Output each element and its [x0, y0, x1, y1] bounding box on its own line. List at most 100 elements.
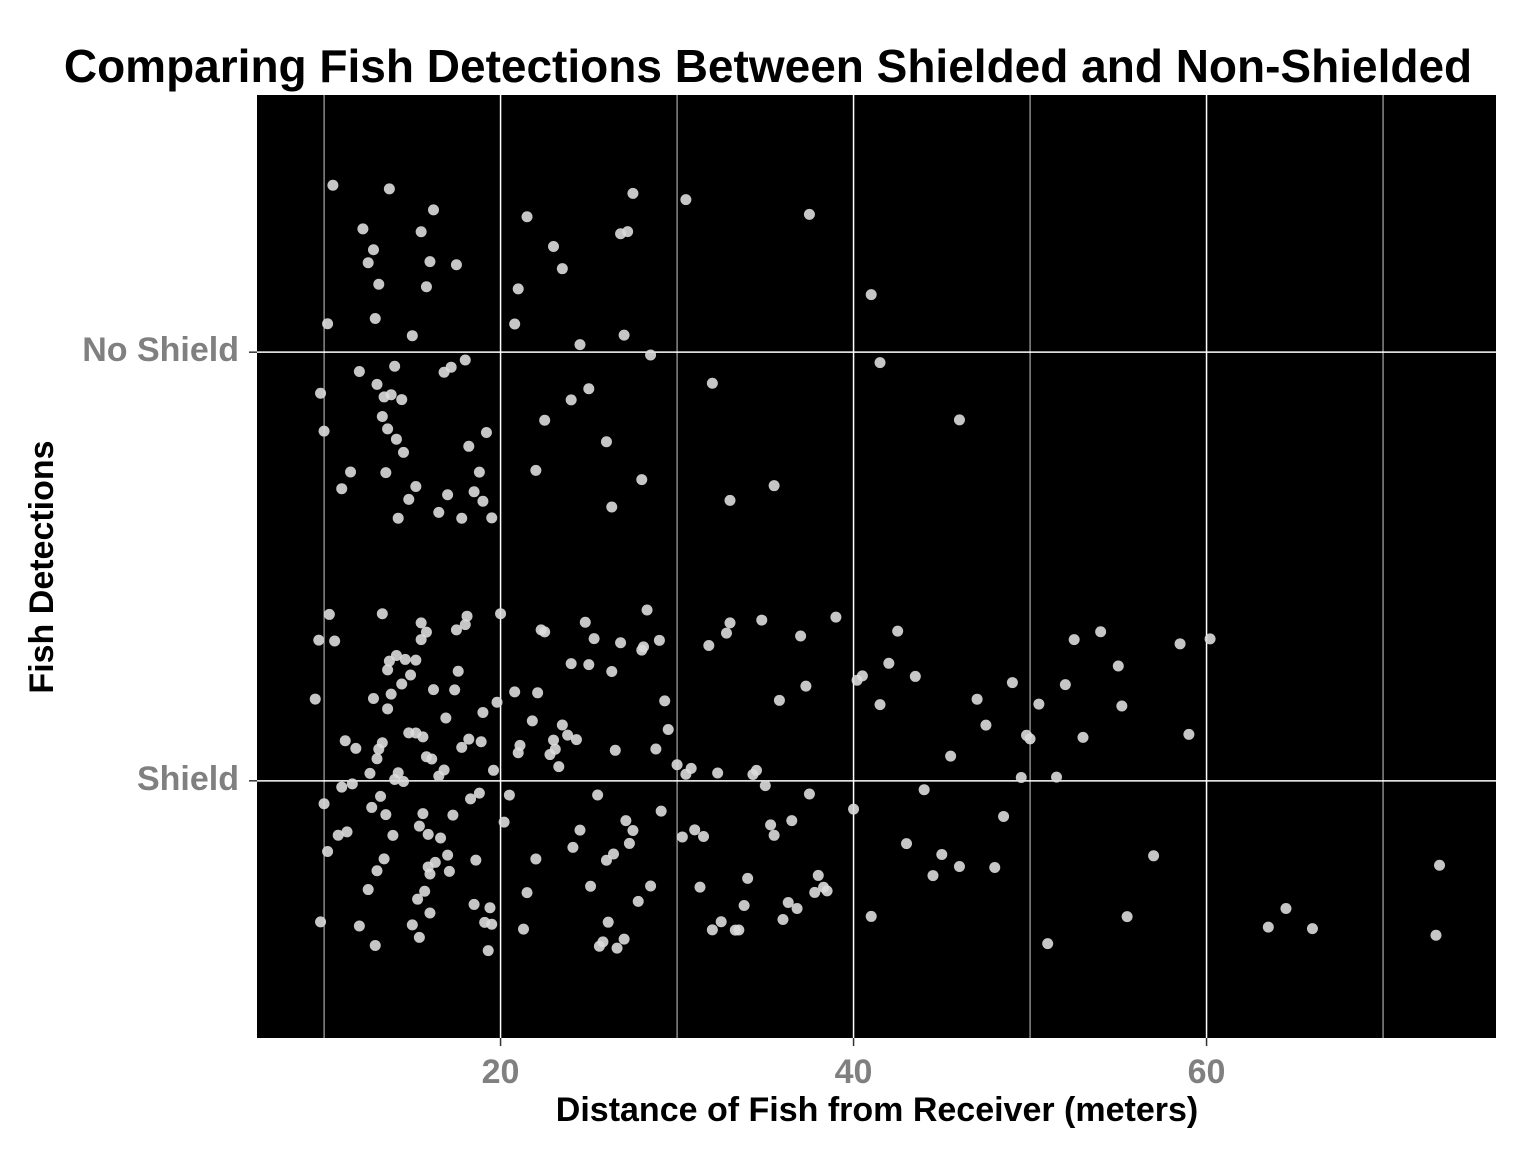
- point: [724, 494, 736, 506]
- point: [392, 512, 404, 524]
- point: [422, 828, 434, 840]
- point: [618, 933, 630, 945]
- point: [927, 870, 939, 882]
- point: [367, 692, 379, 704]
- point: [830, 611, 842, 623]
- point: [694, 881, 706, 893]
- point: [720, 627, 732, 639]
- point: [399, 653, 411, 665]
- point: [429, 856, 441, 868]
- point: [593, 940, 605, 952]
- point: [413, 931, 425, 943]
- point: [848, 803, 860, 815]
- point: [901, 838, 913, 850]
- point: [627, 187, 639, 199]
- point: [623, 837, 635, 849]
- point: [565, 394, 577, 406]
- point: [389, 360, 401, 372]
- point: [747, 768, 759, 780]
- point: [803, 788, 815, 800]
- point: [1021, 729, 1033, 741]
- point: [530, 853, 542, 865]
- point: [390, 433, 402, 445]
- point: [420, 751, 432, 763]
- point: [851, 674, 863, 686]
- point: [1280, 903, 1292, 915]
- point: [315, 387, 327, 399]
- point: [608, 848, 620, 860]
- point: [427, 684, 439, 696]
- point: [456, 741, 468, 753]
- x-tick-label: 60: [1188, 1053, 1226, 1091]
- point: [468, 898, 480, 910]
- point: [600, 436, 612, 448]
- point: [468, 486, 480, 498]
- point: [456, 512, 468, 524]
- point: [498, 816, 510, 828]
- point: [495, 608, 507, 620]
- point: [318, 798, 330, 810]
- point: [366, 801, 378, 813]
- point: [729, 924, 741, 936]
- point: [332, 829, 344, 841]
- point: [574, 824, 586, 836]
- point: [706, 377, 718, 389]
- point: [715, 916, 727, 928]
- point: [406, 330, 418, 342]
- point: [738, 900, 750, 912]
- point: [376, 608, 388, 620]
- point: [357, 223, 369, 235]
- point: [724, 617, 736, 629]
- point: [427, 204, 439, 216]
- point: [385, 688, 397, 700]
- point: [442, 489, 454, 501]
- point: [435, 832, 447, 844]
- point: [488, 764, 500, 776]
- point: [410, 654, 422, 666]
- point: [553, 761, 565, 773]
- point: [803, 208, 815, 220]
- point: [450, 259, 462, 271]
- point: [706, 924, 718, 936]
- point: [336, 781, 348, 793]
- point: [491, 696, 503, 708]
- point: [883, 657, 895, 669]
- point: [1068, 634, 1080, 646]
- point: [795, 630, 807, 642]
- point: [615, 637, 627, 649]
- point: [588, 633, 600, 645]
- x-tick-label: 20: [482, 1053, 520, 1091]
- point: [350, 742, 362, 754]
- point: [865, 910, 877, 922]
- point: [375, 790, 387, 802]
- point: [509, 686, 521, 698]
- point: [479, 916, 491, 928]
- x-tick-label: 40: [835, 1053, 873, 1091]
- point: [1112, 660, 1124, 672]
- point: [765, 819, 777, 831]
- point: [463, 733, 475, 745]
- point: [327, 179, 339, 191]
- point: [874, 699, 886, 711]
- point: [397, 446, 409, 458]
- point: [791, 902, 803, 914]
- point: [382, 664, 394, 676]
- point: [480, 426, 492, 438]
- point: [484, 902, 496, 914]
- point: [380, 809, 392, 821]
- point: [1434, 859, 1446, 871]
- point: [512, 283, 524, 295]
- y-tick-label: Shield: [137, 760, 239, 798]
- point: [1033, 698, 1045, 710]
- point: [768, 480, 780, 492]
- point: [424, 907, 436, 919]
- point: [685, 762, 697, 774]
- point: [535, 624, 547, 636]
- point: [336, 483, 348, 495]
- point: [440, 712, 452, 724]
- point: [415, 634, 427, 646]
- point: [322, 318, 334, 330]
- point: [397, 775, 409, 787]
- point: [463, 440, 475, 452]
- point: [530, 464, 542, 476]
